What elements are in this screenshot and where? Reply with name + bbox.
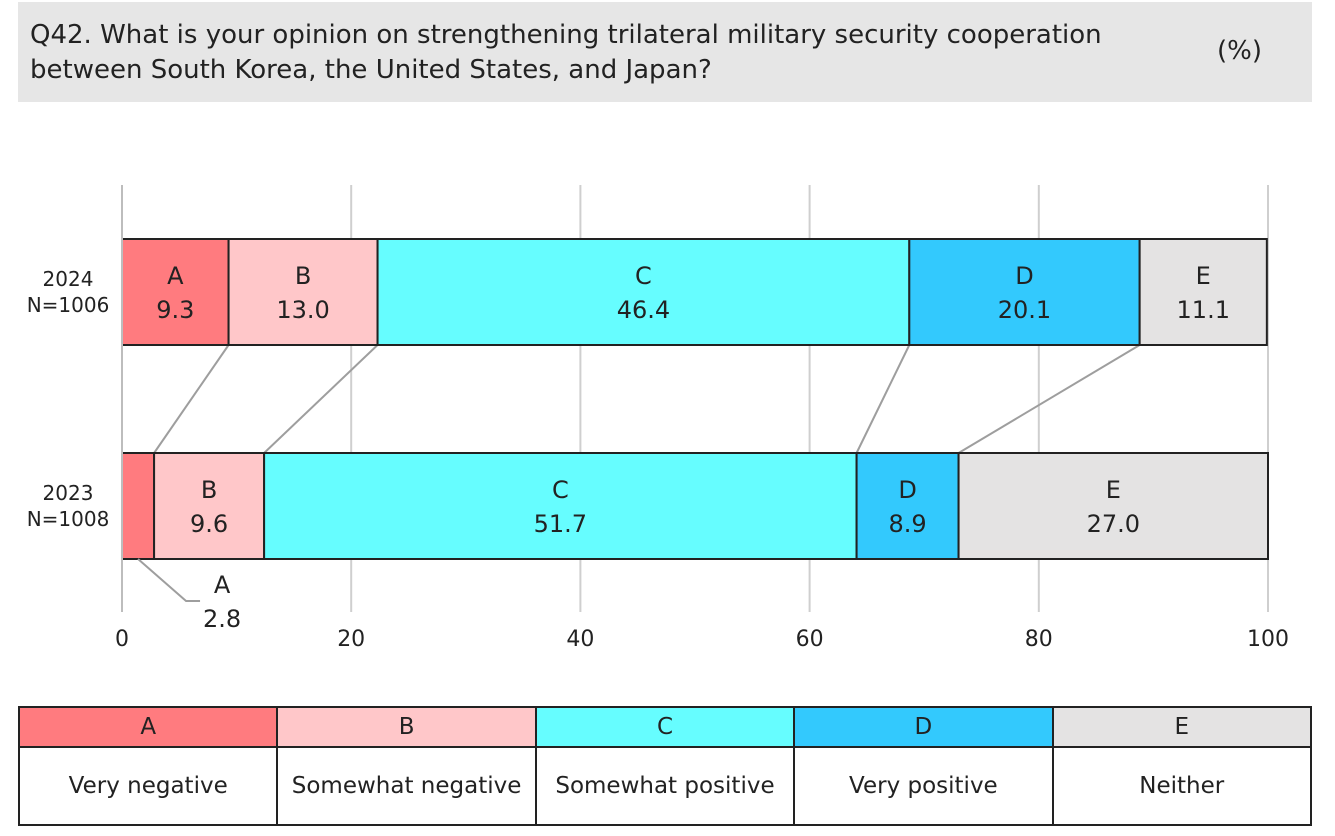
- segment-series-label: D: [898, 476, 916, 504]
- legend-key-b: B: [276, 706, 537, 748]
- legend-key-c: C: [534, 706, 796, 748]
- segment-series-label: D: [1015, 262, 1033, 290]
- connector-line: [855, 344, 911, 454]
- question-text-line-1: Q42. What is your opinion on strengtheni…: [30, 20, 1102, 50]
- segment-value-label: 9.3: [156, 296, 194, 324]
- legend-label-d: Very positive: [793, 746, 1054, 826]
- row-label-n: N=1006: [27, 293, 110, 317]
- segment-value-label: 9.6: [190, 510, 228, 538]
- x-tick-label: 100: [1247, 627, 1289, 652]
- legend-label-a: Very negative: [17, 746, 279, 826]
- bar-segment: [957, 452, 1270, 560]
- callout-series-label: A: [214, 571, 231, 599]
- segment-series-label: B: [295, 262, 311, 290]
- bar-segment: [376, 238, 911, 346]
- x-tick-label: 0: [115, 627, 129, 652]
- callout-line: [137, 558, 201, 602]
- callout-value-label: 2.8: [203, 605, 241, 633]
- legend-label-b: Somewhat negative: [276, 746, 537, 826]
- bar-segment: [227, 238, 379, 346]
- segment-series-label: E: [1196, 262, 1211, 290]
- legend-key-e: E: [1051, 706, 1313, 748]
- bar-segment: [121, 452, 156, 560]
- question-header: Q42. What is your opinion on strengtheni…: [18, 2, 1312, 102]
- segment-series-label: C: [552, 476, 569, 504]
- segment-series-label: A: [167, 262, 184, 290]
- segment-value-label: 27.0: [1087, 510, 1140, 538]
- segment-value-label: 8.9: [888, 510, 926, 538]
- bar-segment: [263, 452, 858, 560]
- segment-series-label: C: [635, 262, 652, 290]
- segment-value-label: 51.7: [534, 510, 587, 538]
- segment-value-label: 11.1: [1177, 296, 1230, 324]
- segment-series-label: E: [1106, 476, 1121, 504]
- question-text-line-2: between South Korea, the United States, …: [30, 55, 712, 85]
- legend-label-e: Neither: [1051, 746, 1313, 826]
- segment-value-label: 13.0: [276, 296, 329, 324]
- legend-table: A B C D E Very negative Somewhat negativ…: [17, 706, 1313, 826]
- bar-segment: [121, 238, 230, 346]
- bar-segment: [855, 452, 960, 560]
- x-tick-label: 20: [337, 627, 365, 652]
- legend-key-d: D: [793, 706, 1054, 748]
- bar-segment: [1138, 238, 1268, 346]
- row-label-year: 2023: [43, 481, 94, 505]
- row-label-n: N=1008: [27, 507, 110, 531]
- segment-series-label: B: [201, 476, 217, 504]
- connector-line: [263, 344, 379, 454]
- bar-segment: [153, 452, 266, 560]
- legend-key-a: A: [17, 706, 279, 748]
- unit-label: (%): [1217, 36, 1262, 66]
- x-tick-label: 40: [566, 627, 594, 652]
- segment-value-label: 20.1: [998, 296, 1051, 324]
- bar-segment: [908, 238, 1141, 346]
- x-tick-label: 80: [1025, 627, 1053, 652]
- segment-value-label: 46.4: [617, 296, 670, 324]
- row-label-year: 2024: [43, 267, 94, 291]
- connector-line: [153, 344, 230, 454]
- legend-label-c: Somewhat positive: [534, 746, 796, 826]
- connector-line: [958, 344, 1141, 454]
- x-tick-label: 60: [796, 627, 824, 652]
